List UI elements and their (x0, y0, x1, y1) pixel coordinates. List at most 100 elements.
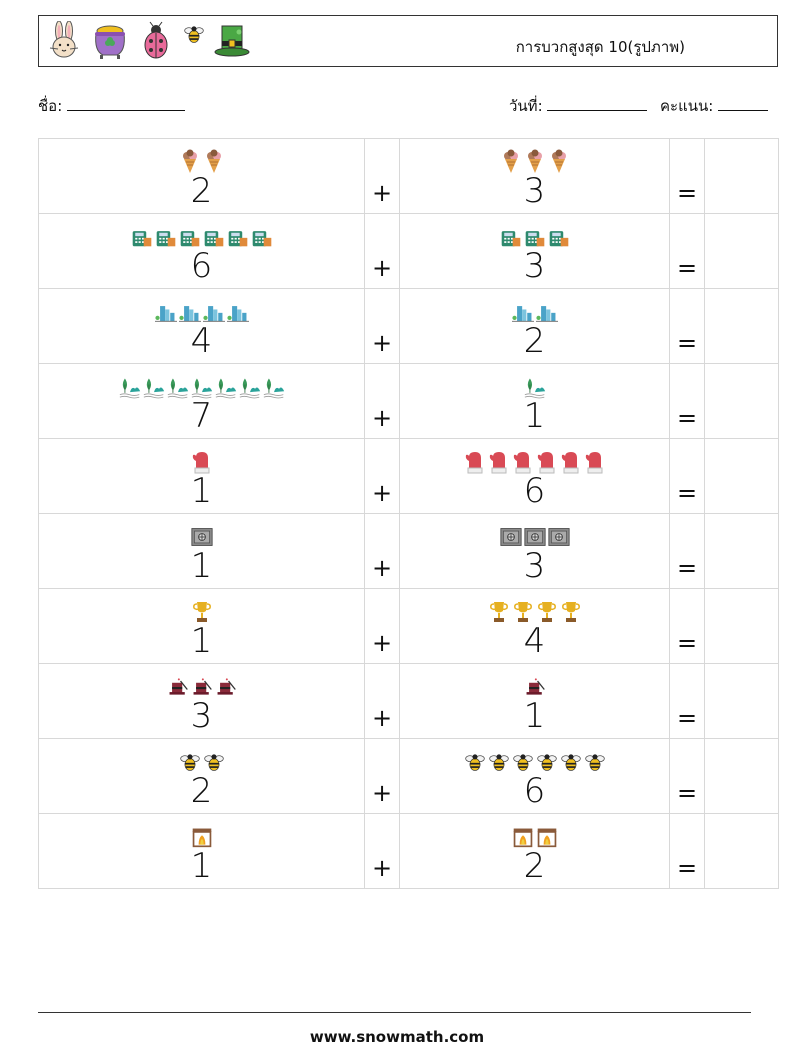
plus-sign: + (371, 629, 393, 657)
plus-sign: + (371, 254, 393, 282)
answer-box[interactable] (704, 288, 779, 364)
addend-number: 3 (523, 546, 546, 586)
answer-box[interactable] (704, 738, 779, 814)
bee-icon (536, 749, 558, 775)
addend-number: 1 (523, 396, 546, 436)
name-label: ชื่อ: (38, 97, 63, 115)
icon-group (400, 524, 669, 550)
trophy-icon (191, 599, 213, 625)
addend-number: 1 (190, 846, 213, 886)
tree-bush-icon (263, 374, 285, 400)
bee-icon (488, 749, 510, 775)
equals-sign: = (676, 254, 698, 282)
worksheet-header: การบวกสูงสุด 10(รูปภาพ) (38, 15, 778, 67)
score-field: คะแนน: (660, 94, 769, 118)
problem-row: 1 +3 = (38, 513, 779, 589)
answer-box[interactable] (704, 213, 779, 289)
magic-hat-icon (524, 674, 546, 700)
tree-bush-icon (167, 374, 189, 400)
icon-group (39, 749, 364, 775)
icon-group (400, 449, 669, 475)
name-blank[interactable] (67, 96, 186, 111)
icon-group (39, 299, 364, 325)
tree-bush-icon (215, 374, 237, 400)
icon-group (400, 674, 669, 700)
ladybug-icon (137, 21, 175, 65)
city-buildings-icon (226, 299, 249, 325)
score-label: คะแนน: (660, 97, 714, 115)
calculator-icon (251, 224, 273, 250)
addend-number: 4 (190, 321, 213, 361)
fireplace-icon (512, 824, 534, 850)
date-blank[interactable] (547, 96, 648, 111)
magic-hat-icon (215, 674, 237, 700)
icon-group (39, 224, 364, 250)
fireplace-icon (191, 824, 213, 850)
addend-number: 2 (190, 171, 213, 211)
mitten-icon (560, 449, 582, 475)
bee-icon (512, 749, 534, 775)
equals-sign: = (676, 404, 698, 432)
rabbit-icon (45, 20, 83, 65)
equals-sign: = (676, 854, 698, 882)
tree-bush-icon (239, 374, 261, 400)
fireplace-icon (536, 824, 558, 850)
answer-box[interactable] (704, 588, 779, 664)
mitten-icon (464, 449, 486, 475)
trophy-icon (488, 599, 510, 625)
problem-row: 2 +6 = (38, 738, 779, 814)
bee-icon (179, 749, 201, 775)
trophy-icon (560, 599, 582, 625)
calculator-icon (203, 224, 225, 250)
addend-number: 2 (190, 771, 213, 811)
answer-box[interactable] (704, 363, 779, 439)
date-label: วันที่: (509, 97, 543, 115)
calculator-icon (524, 224, 546, 250)
mitten-icon (488, 449, 510, 475)
problem-row: 1 +6 = (38, 438, 779, 514)
plus-sign: + (371, 854, 393, 882)
icon-group (39, 149, 364, 175)
answer-box[interactable] (704, 138, 779, 214)
mitten-icon (536, 449, 558, 475)
bee-icon (464, 749, 486, 775)
calculator-icon (155, 224, 177, 250)
addend-number: 2 (523, 846, 546, 886)
city-buildings-icon (178, 299, 201, 325)
footer-site: www.snowmath.com (309, 1028, 485, 1046)
addend-number: 1 (523, 696, 546, 736)
trophy-icon (512, 599, 534, 625)
answer-box[interactable] (704, 663, 779, 739)
plus-sign: + (371, 329, 393, 357)
answer-box[interactable] (704, 513, 779, 589)
addend-number: 6 (523, 771, 546, 811)
plus-sign: + (371, 404, 393, 432)
problem-row: 7 +1 = (38, 363, 779, 439)
icon-group (400, 299, 669, 325)
equals-sign: = (676, 479, 698, 507)
answer-box[interactable] (704, 813, 779, 889)
magic-hat-icon (191, 674, 213, 700)
icon-group (400, 599, 669, 625)
addend-number: 2 (523, 321, 546, 361)
calculator-icon (179, 224, 201, 250)
bee-icon (584, 749, 606, 775)
plus-sign: + (371, 479, 393, 507)
score-blank[interactable] (718, 96, 769, 111)
mitten-icon (584, 449, 606, 475)
icon-group (39, 824, 364, 850)
equals-sign: = (676, 554, 698, 582)
equals-sign: = (676, 179, 698, 207)
answer-box[interactable] (704, 438, 779, 514)
plus-sign: + (371, 179, 393, 207)
addend-number: 3 (190, 696, 213, 736)
icon-group (39, 449, 364, 475)
icon-group (400, 149, 669, 175)
pot-of-gold-icon (91, 21, 129, 65)
icon-group (39, 599, 364, 625)
equals-sign: = (676, 704, 698, 732)
city-buildings-icon (202, 299, 225, 325)
safe-icon (190, 524, 213, 550)
icon-group (39, 524, 364, 550)
safe-icon (499, 524, 522, 550)
